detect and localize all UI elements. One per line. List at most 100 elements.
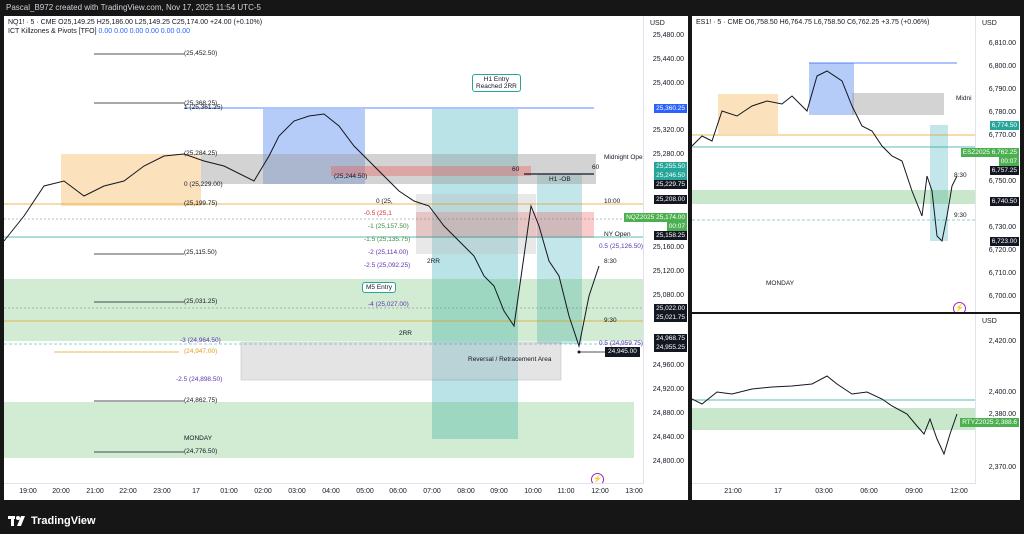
red-zone-2 xyxy=(416,212,594,238)
symbol-price-tag: RTYZ2025 2,388.6 xyxy=(960,418,1019,427)
right-bottom-price-axis[interactable]: USD 2,420.00 2,400.00 2,380.00 2,370.00 xyxy=(975,314,1020,500)
price-tick: 24,920.00 xyxy=(652,386,684,393)
price-tick: 2,420.00 xyxy=(988,338,1016,345)
price-tag: 24,955.25 xyxy=(654,343,687,352)
time-tick: 06:00 xyxy=(860,488,878,495)
time-tick: 10:00 xyxy=(524,488,542,495)
footer-bar: TradingView xyxy=(0,510,1024,534)
time-tick: 19:00 xyxy=(19,488,37,495)
time-tick: 22:00 xyxy=(119,488,137,495)
sixty-label-2: 60 xyxy=(592,164,600,171)
price-tick: 6,720.00 xyxy=(988,247,1016,254)
asia-killzone-box xyxy=(61,154,201,206)
share-header: Pascal_B972 created with TradingView.com… xyxy=(0,0,1024,16)
midnight-open-box xyxy=(852,93,944,115)
time-tick: 20:00 xyxy=(52,488,70,495)
time-tick: 13:00 xyxy=(625,488,643,495)
time-tick: 12:00 xyxy=(591,488,609,495)
price-tag: 6,757.25 xyxy=(989,166,1019,175)
tradingview-logo-icon xyxy=(8,516,25,526)
price-tag: 25,246.50 xyxy=(654,171,687,180)
time-tick: 06:00 xyxy=(389,488,407,495)
left-legend: NQ1! · 5 · CME O25,149.25 H25,186.00 L25… xyxy=(8,18,262,36)
price-tag: 24,968.75 xyxy=(654,334,687,343)
m5-entry-callout[interactable]: M5 Entry xyxy=(362,282,397,293)
h1-ob-box xyxy=(537,174,582,344)
price-tick: 25,120.00 xyxy=(652,268,684,275)
time-tick: 02:00 xyxy=(254,488,272,495)
price-tick: 6,800.00 xyxy=(988,63,1016,70)
h1-entry-callout[interactable]: H1 Entry Reached 2RR xyxy=(472,74,521,92)
price-tick: 24,880.00 xyxy=(652,410,684,417)
right-top-chart-canvas[interactable] xyxy=(692,16,976,312)
fib-label: 0 (25, xyxy=(376,198,393,205)
right-bottom-chart-pane[interactable]: USD 2,420.00 2,400.00 2,380.00 2,370.00 … xyxy=(692,314,1020,500)
indicator-name[interactable]: ICT Killzones & Pivots [TFO] xyxy=(8,28,97,35)
time-tick: 07:00 xyxy=(423,488,441,495)
price-tick: 6,700.00 xyxy=(988,293,1016,300)
reversal-area-label: Reversal / Retracement Area xyxy=(468,356,552,363)
left-chart-canvas[interactable] xyxy=(4,16,644,484)
price-tick: 6,770.00 xyxy=(988,132,1016,139)
currency-label: USD xyxy=(982,318,997,325)
monday-label: MONDAY xyxy=(766,280,795,287)
fib-label: 1 (25,361.25) xyxy=(184,104,223,111)
time-tick: 21:00 xyxy=(86,488,104,495)
monday-label: MONDAY xyxy=(184,435,213,442)
right-top-chart-pane[interactable]: ES1! · 5 · CME O6,758.50 H6,764.75 L6,75… xyxy=(692,16,1020,312)
time-tick: 03:00 xyxy=(815,488,833,495)
fib-label: -2 (25,114.00) xyxy=(368,249,409,256)
fib-label: -2.5 (24,898.50) xyxy=(176,376,223,383)
ny-open-label: NY Open xyxy=(604,231,631,238)
left-time-axis[interactable]: 19:00 20:00 21:00 22:00 23:00 17 01:00 0… xyxy=(4,483,644,500)
price-tag: 25,255.50 xyxy=(654,162,687,171)
time-tick: 04:00 xyxy=(322,488,340,495)
time-830-label: 8:30 xyxy=(604,258,617,265)
price-tick: 6,750.00 xyxy=(988,178,1016,185)
london-killzone-box xyxy=(809,63,854,115)
price-tick: 24,840.00 xyxy=(652,434,684,441)
fib-label: -1.5 (25,135.75) xyxy=(364,236,411,243)
fib-label: (25,115.50) xyxy=(184,249,217,256)
price-tick: 25,280.00 xyxy=(652,151,684,158)
time-930-label: 9:30 xyxy=(604,317,617,324)
right-time-axis[interactable]: 21:00 17 03:00 06:00 09:00 12:00 xyxy=(692,483,976,500)
time-tick: 09:00 xyxy=(905,488,923,495)
price-tag: 6,740.50 xyxy=(989,197,1019,206)
left-chart-pane[interactable]: NQ1! · 5 · CME O25,149.25 H25,186.00 L25… xyxy=(4,16,688,500)
price-tag: 00:07 xyxy=(666,222,687,231)
right-top-legend: ES1! · 5 · CME O6,758.50 H6,764.75 L6,75… xyxy=(696,19,930,26)
rr-label-1: 2RR xyxy=(427,258,441,265)
price-tick: 24,960.00 xyxy=(652,362,684,369)
fib-label: (25,368.25) xyxy=(184,100,218,107)
green-zone-top xyxy=(4,279,644,341)
price-tick: 25,080.00 xyxy=(652,292,684,299)
tradingview-logo[interactable]: TradingView xyxy=(8,515,96,527)
price-tag: 00:07 xyxy=(998,157,1019,166)
right-top-price-axis[interactable]: USD 6,810.00 6,800.00 6,790.00 6,780.00 … xyxy=(975,16,1020,312)
currency-label: USD xyxy=(982,20,997,27)
time-tick: 17 xyxy=(192,488,200,495)
fib-label: -2.5 (25,092.25) xyxy=(364,262,411,269)
h1-ob-label: H1 -OB xyxy=(549,176,571,183)
gray-zone-mid xyxy=(416,194,536,254)
time-tick: 12:00 xyxy=(950,488,968,495)
time-tick: 21:00 xyxy=(724,488,742,495)
fib-label: (24,947.00) xyxy=(184,348,218,355)
indicator-values: 0.00 0.00 0.00 0.00 0.00 0.00 xyxy=(98,28,190,35)
green-zone-bottom xyxy=(4,402,634,458)
right-bottom-chart-canvas[interactable] xyxy=(692,314,976,484)
fib-label: -4 (25,027.00) xyxy=(368,301,409,308)
fib-label: -1 (25,157.50) xyxy=(368,223,409,230)
price-tick: 25,480.00 xyxy=(652,32,684,39)
fib-label: (25,244.50) xyxy=(334,173,368,180)
lightning-icon[interactable]: ⚡ xyxy=(953,302,966,312)
price-tag: 6,774.50 xyxy=(989,121,1019,130)
price-tick: 6,790.00 xyxy=(988,86,1016,93)
price-tag: 25,022.00 xyxy=(654,304,687,313)
price-tick: 2,400.00 xyxy=(988,389,1016,396)
fib-label: (24,862.75) xyxy=(184,397,218,404)
price-tick: 25,400.00 xyxy=(652,80,684,87)
left-price-axis[interactable]: USD 25,480.00 25,440.00 25,400.00 25,320… xyxy=(643,16,688,500)
time-830-label: 8:30 xyxy=(954,172,967,179)
